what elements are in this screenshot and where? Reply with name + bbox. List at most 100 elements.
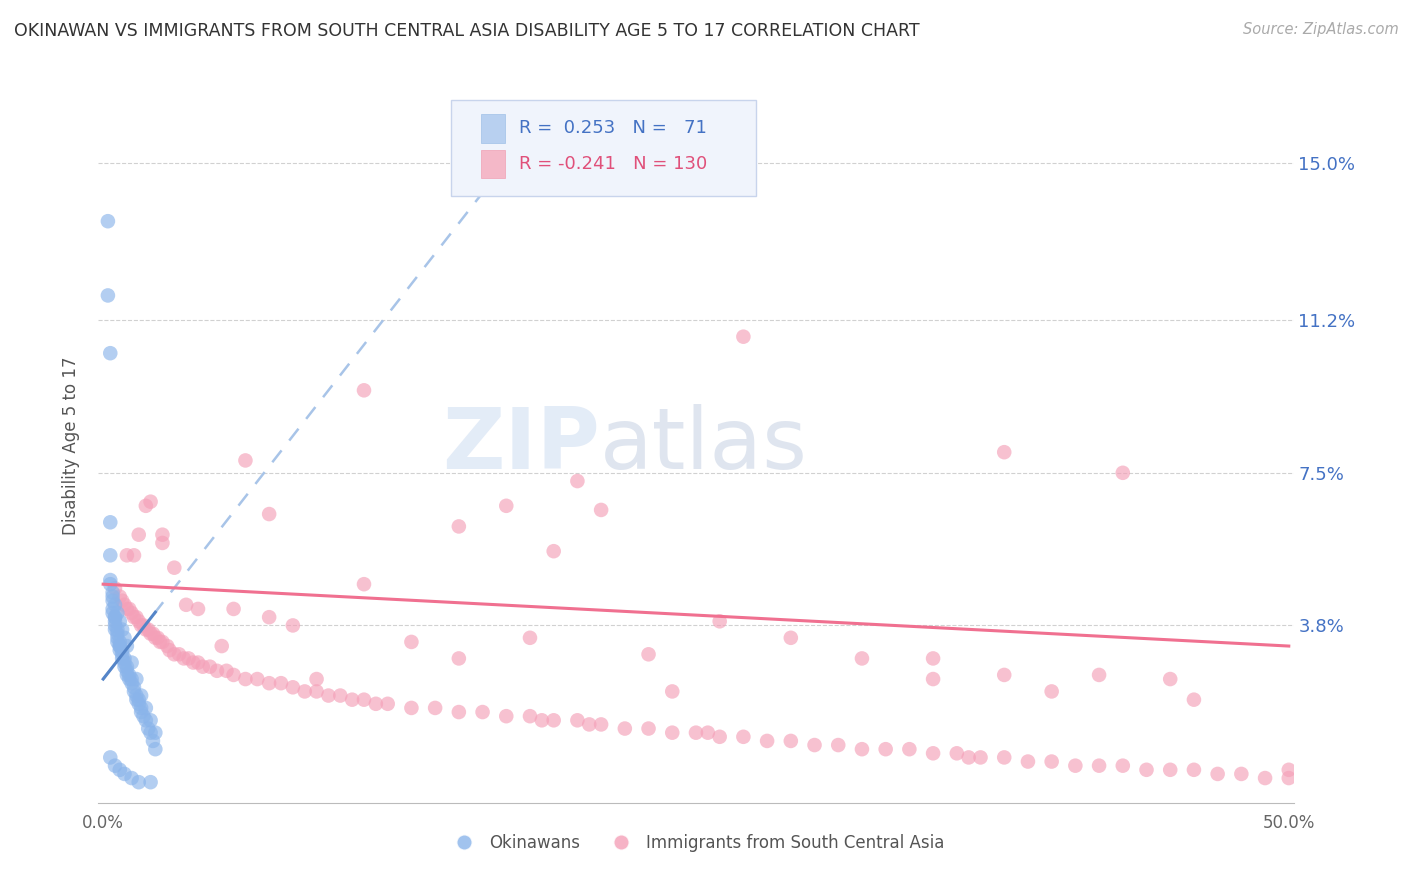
Point xyxy=(1112,758,1135,772)
Point xyxy=(1278,763,1301,777)
Point xyxy=(1206,767,1229,781)
Point xyxy=(922,672,945,686)
Point xyxy=(709,730,731,744)
Point xyxy=(1064,758,1087,772)
Point xyxy=(1182,692,1205,706)
Y-axis label: Disability Age 5 to 17: Disability Age 5 to 17 xyxy=(62,357,80,535)
Point xyxy=(543,544,565,558)
Point xyxy=(364,697,387,711)
Point xyxy=(122,681,145,695)
Text: ZIP: ZIP xyxy=(443,404,600,488)
Point xyxy=(779,734,801,748)
Point xyxy=(152,527,174,541)
Point xyxy=(108,639,131,653)
Point xyxy=(111,651,134,665)
Point xyxy=(1040,755,1063,769)
Point xyxy=(136,623,159,637)
Point xyxy=(733,730,755,744)
Point xyxy=(803,738,825,752)
Point xyxy=(128,615,150,629)
Point xyxy=(779,631,801,645)
Point xyxy=(471,705,494,719)
FancyBboxPatch shape xyxy=(451,100,756,196)
Point xyxy=(132,618,155,632)
Point xyxy=(827,738,849,752)
Point xyxy=(108,763,131,777)
Point xyxy=(111,643,134,657)
Text: Source: ZipAtlas.com: Source: ZipAtlas.com xyxy=(1243,22,1399,37)
Point xyxy=(129,689,152,703)
Point xyxy=(101,585,124,599)
Point xyxy=(294,684,316,698)
Point xyxy=(139,714,162,728)
Point xyxy=(115,668,138,682)
Point xyxy=(377,697,399,711)
Point xyxy=(125,610,148,624)
Point xyxy=(329,689,352,703)
Point xyxy=(152,635,174,649)
Point xyxy=(181,656,204,670)
Point xyxy=(132,709,155,723)
Point xyxy=(637,648,659,662)
Point xyxy=(114,631,136,645)
Point xyxy=(215,664,238,678)
Point xyxy=(167,648,190,662)
Point xyxy=(129,618,152,632)
Point xyxy=(136,722,159,736)
Point xyxy=(1112,466,1135,480)
Point xyxy=(591,717,613,731)
Point xyxy=(1182,763,1205,777)
Legend: Okinawans, Immigrants from South Central Asia: Okinawans, Immigrants from South Central… xyxy=(440,828,952,859)
Point xyxy=(495,709,517,723)
Point xyxy=(105,606,128,620)
Point xyxy=(353,692,375,706)
Point xyxy=(146,631,169,645)
Point xyxy=(118,602,141,616)
Point xyxy=(187,656,209,670)
Point xyxy=(159,643,181,657)
Point xyxy=(401,635,423,649)
Point xyxy=(101,593,124,607)
Point xyxy=(946,747,969,761)
Bar xyxy=(481,114,505,143)
Point xyxy=(125,672,148,686)
Point xyxy=(173,651,195,665)
Point xyxy=(128,692,150,706)
Point xyxy=(108,615,131,629)
Point xyxy=(105,635,128,649)
Point xyxy=(128,775,150,789)
Point xyxy=(696,725,718,739)
Point xyxy=(104,623,127,637)
Point xyxy=(305,672,328,686)
Point xyxy=(98,346,121,360)
Text: R =  0.253   N =   71: R = 0.253 N = 71 xyxy=(519,120,707,137)
Point xyxy=(205,664,228,678)
Text: atlas: atlas xyxy=(600,404,808,488)
Point xyxy=(98,549,121,563)
Point xyxy=(898,742,921,756)
Point xyxy=(118,668,141,682)
Point xyxy=(613,722,636,736)
Point xyxy=(174,598,197,612)
Point xyxy=(115,664,138,678)
Point xyxy=(993,750,1015,764)
Point xyxy=(101,606,124,620)
Point xyxy=(163,648,186,662)
Point xyxy=(198,659,221,673)
Point xyxy=(108,635,131,649)
Text: OKINAWAN VS IMMIGRANTS FROM SOUTH CENTRAL ASIA DISABILITY AGE 5 TO 17 CORRELATIO: OKINAWAN VS IMMIGRANTS FROM SOUTH CENTRA… xyxy=(14,22,920,40)
Point xyxy=(340,692,363,706)
Point xyxy=(1159,672,1181,686)
Point xyxy=(318,689,340,703)
Point xyxy=(135,499,157,513)
Point xyxy=(685,725,707,739)
Point xyxy=(114,598,136,612)
Point xyxy=(637,722,659,736)
Point xyxy=(143,725,166,739)
Point xyxy=(305,684,328,698)
Point xyxy=(235,672,257,686)
Point xyxy=(121,771,143,785)
Point xyxy=(101,602,124,616)
Point xyxy=(104,615,127,629)
Point xyxy=(423,701,446,715)
